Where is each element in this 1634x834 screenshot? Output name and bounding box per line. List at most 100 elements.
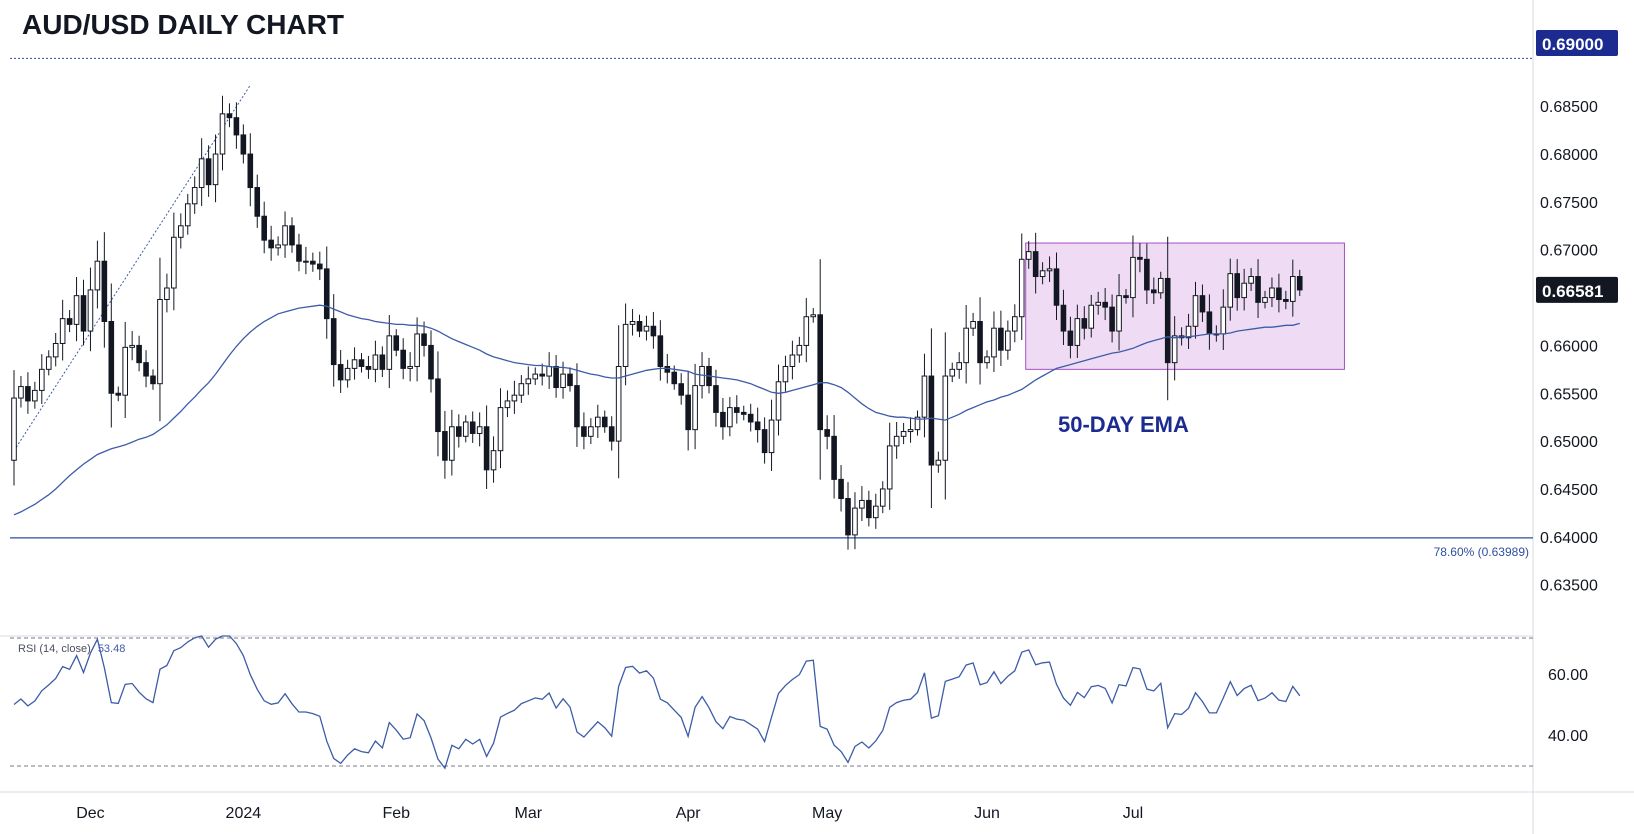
candle-up <box>178 225 184 238</box>
date-tick-label: Mar <box>515 805 543 822</box>
candle-up <box>1095 301 1102 306</box>
candle-down <box>740 411 747 415</box>
date-tick-label: Dec <box>76 805 104 822</box>
candle-up <box>39 368 45 391</box>
candle-up <box>191 187 198 205</box>
candle-down <box>101 260 108 322</box>
candle-up <box>1025 251 1032 260</box>
candle-up <box>275 244 281 249</box>
candle-up <box>94 260 101 291</box>
candle-down <box>1199 295 1206 313</box>
candle-down <box>1164 277 1171 364</box>
candle-up <box>73 295 80 325</box>
candle-up <box>768 419 775 454</box>
candle-down <box>226 113 233 119</box>
candle-down <box>66 318 73 325</box>
candle-down <box>323 268 330 320</box>
rsi-line <box>13 635 1301 770</box>
candle-up <box>532 373 539 380</box>
candle-down <box>866 499 872 519</box>
candle-up <box>171 236 177 289</box>
candle-down <box>747 413 754 423</box>
candle-down <box>25 386 31 402</box>
candle-up <box>984 356 990 364</box>
price-tick-label: 0.67000 <box>1540 243 1598 260</box>
candle-up <box>476 426 483 434</box>
candle-down <box>456 426 462 437</box>
ema-50-line <box>13 304 1300 516</box>
candle-down <box>754 421 761 431</box>
candle-up <box>970 321 976 329</box>
candle-up <box>525 378 532 385</box>
candle-up <box>1116 295 1122 332</box>
candle-up <box>595 416 601 428</box>
candle-up <box>1269 287 1275 299</box>
candle-up <box>1005 330 1011 351</box>
candle-up <box>803 316 810 346</box>
candle-up <box>615 365 622 442</box>
candlestick-series <box>11 95 1303 550</box>
candle-down <box>720 411 726 428</box>
candle-down <box>115 392 122 396</box>
candle-down <box>1255 276 1261 303</box>
candle-up <box>1248 276 1254 284</box>
candle-up <box>956 362 963 370</box>
candle-down <box>1151 289 1157 294</box>
candle-down <box>601 416 608 428</box>
candle-down <box>539 373 546 377</box>
candle-up <box>789 354 796 367</box>
rising-trend-line <box>13 84 251 451</box>
candle-up <box>11 397 17 461</box>
price-tick-label: 0.66000 <box>1540 338 1598 355</box>
candle-up <box>198 158 205 189</box>
candle-up <box>622 323 629 367</box>
price-tick-label: 0.64500 <box>1540 482 1598 499</box>
candle-down <box>108 321 115 394</box>
candle-up <box>490 450 497 471</box>
candle-up <box>588 426 594 437</box>
candle-down <box>761 429 768 454</box>
candle-down <box>1276 287 1282 300</box>
candle-up <box>1171 335 1178 364</box>
ema-50-label: 50-DAY EMA <box>1058 412 1189 437</box>
candle-down <box>1234 273 1241 299</box>
candle-down <box>337 364 344 381</box>
candle-down <box>1102 301 1108 308</box>
candle-up <box>1039 270 1046 278</box>
candle-up <box>52 343 59 358</box>
candle-up <box>873 505 879 519</box>
candle-up <box>699 365 705 387</box>
candle-up <box>921 375 928 418</box>
date-tick-label: Jul <box>1123 805 1143 822</box>
candle-up <box>129 344 135 348</box>
candle-down <box>678 383 685 396</box>
candle-down <box>358 359 365 367</box>
candle-down <box>393 335 400 351</box>
candle-up <box>643 325 650 332</box>
candle-up <box>914 416 921 431</box>
date-tick-label: May <box>812 805 842 822</box>
candle-up <box>886 445 893 490</box>
candle-down <box>1067 330 1074 346</box>
consolidation-range-box <box>1025 242 1345 370</box>
candle-down <box>435 378 441 433</box>
candle-down <box>608 426 615 442</box>
candle-up <box>18 386 24 399</box>
candle-up <box>212 153 219 186</box>
candle-up <box>122 346 129 396</box>
candle-down <box>233 117 240 136</box>
candle-up <box>462 421 469 437</box>
resistance-price-badge-text: 0.69000 <box>1542 35 1603 54</box>
candle-up <box>1046 268 1053 272</box>
candle-down <box>136 344 142 364</box>
candle-down <box>483 426 490 471</box>
candle-up <box>449 426 455 461</box>
date-tick-label: 2024 <box>226 805 262 822</box>
candle-up <box>859 499 865 509</box>
candle-up <box>386 335 393 370</box>
candle-up <box>727 407 733 428</box>
candle-down <box>469 421 476 434</box>
candle-up <box>796 344 803 356</box>
candle-up <box>372 354 379 370</box>
